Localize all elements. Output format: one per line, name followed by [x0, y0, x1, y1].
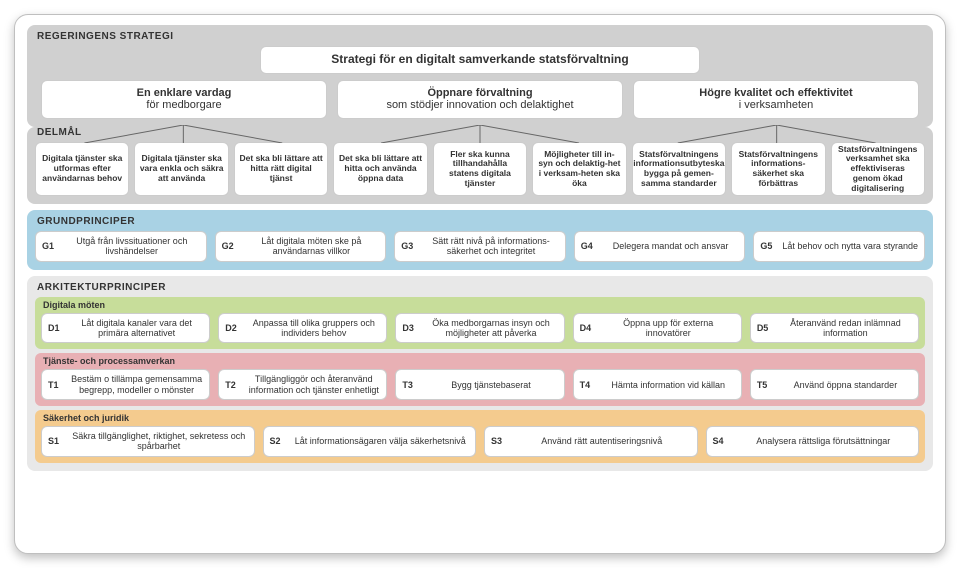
d-3: D4Öppna upp för externa innovatörer — [573, 313, 742, 344]
delmal-3: Det ska bli lättare att hitta och använd… — [333, 142, 427, 196]
t-3-text: Hämta information vid källan — [602, 380, 735, 390]
grund-3: G4Delegera mandat och ansvar — [574, 231, 746, 262]
section-grund: GRUNDPRINCIPER G1Utgå från livssituation… — [27, 210, 933, 270]
delmal-5: Möjligheter till in-syn och delaktig-het… — [532, 142, 626, 196]
delmal-row: Digitala tjänster ska utformas efter anv… — [35, 142, 925, 196]
grund-1-text: Låt digitala möten ske på användarnas vi… — [244, 236, 380, 257]
subsection-d: Digitala möten D1Låt digitala kanaler va… — [35, 297, 925, 350]
d-2-text: Öka medborgarnas insyn och möjligheter a… — [424, 318, 557, 339]
d-3-code: D4 — [580, 323, 602, 333]
d-0-code: D1 — [48, 323, 70, 333]
grund-0-text: Utgå från livssituationer och livshändel… — [64, 236, 200, 257]
t-row: T1Bestäm o tillämpa gemensamma begrepp, … — [41, 369, 919, 400]
grund-4: G5Låt behov och nytta vara styrande — [753, 231, 925, 262]
d-1: D2Anpassa till olika gruppers och indivi… — [218, 313, 387, 344]
t-2-text: Bygg tjänstebaserat — [424, 380, 557, 390]
s-3-text: Analysera rättsliga förutsättningar — [735, 436, 913, 446]
s-2-code: S3 — [491, 436, 513, 446]
d-2: D3Öka medborgarnas insyn och möjligheter… — [395, 313, 564, 344]
s-0-text: Säkra tillgänglighet, riktighet, sekrete… — [70, 431, 248, 452]
t-0: T1Bestäm o tillämpa gemensamma begrepp, … — [41, 369, 210, 400]
s-1-code: S2 — [270, 436, 292, 446]
pillar-2: Högre kvalitet och effektivitet i verksa… — [633, 80, 919, 119]
subsection-s: Säkerhet och juridik S1Säkra tillgänglig… — [35, 410, 925, 463]
d-2-code: D3 — [402, 323, 424, 333]
t-1-text: Tillgängliggör och återanvänd informatio… — [247, 374, 380, 395]
s-row: S1Säkra tillgänglighet, riktighet, sekre… — [41, 426, 919, 457]
grund-4-code: G5 — [760, 241, 782, 251]
t-2: T3Bygg tjänstebaserat — [395, 369, 564, 400]
s-3: S4Analysera rättsliga förutsättningar — [706, 426, 920, 457]
s-1: S2Låt informationsägaren välja säkerhets… — [263, 426, 477, 457]
d-3-text: Öppna upp för externa innovatörer — [602, 318, 735, 339]
section-strategi: REGERINGENS STRATEGI Strategi för en dig… — [27, 25, 933, 127]
strategi-title: Strategi för en digitalt samverkande sta… — [260, 46, 700, 74]
pillar-0-bold: En enklare vardag — [137, 87, 232, 100]
s-1-text: Låt informationsägaren välja säkerhetsni… — [292, 436, 470, 446]
t-1: T2Tillgängliggör och återanvänd informat… — [218, 369, 387, 400]
grund-row: G1Utgå från livssituationer och livshänd… — [35, 231, 925, 262]
pillar-0: En enklare vardag för medborgare — [41, 80, 327, 119]
sub-label-s: Säkerhet och juridik — [41, 413, 919, 423]
t-3: T4Hämta information vid källan — [573, 369, 742, 400]
grund-1-code: G2 — [222, 241, 244, 251]
s-3-code: S4 — [713, 436, 735, 446]
grund-2-code: G3 — [401, 241, 423, 251]
t-1-code: T2 — [225, 380, 247, 390]
t-4: T5Använd öppna standarder — [750, 369, 919, 400]
section-delmal: DELMÅL Digitala tjänster ska utformas ef… — [27, 127, 933, 204]
t-2-code: T3 — [402, 380, 424, 390]
diagram-container: REGERINGENS STRATEGI Strategi för en dig… — [14, 14, 946, 554]
delmal-4: Fler ska kunna tillhandahålla statens di… — [433, 142, 527, 196]
t-3-code: T4 — [580, 380, 602, 390]
grund-2: G3Sätt rätt nivå på informations-säkerhe… — [394, 231, 566, 262]
grund-0: G1Utgå från livssituationer och livshänd… — [35, 231, 207, 262]
tree-connectors — [35, 125, 925, 143]
s-0: S1Säkra tillgänglighet, riktighet, sekre… — [41, 426, 255, 457]
t-4-code: T5 — [757, 380, 779, 390]
pillar-1: Öppnare förvaltning som stödjer innovati… — [337, 80, 623, 119]
grund-3-code: G4 — [581, 241, 603, 251]
pillar-1-sub: som stödjer innovation och delaktighet — [386, 99, 573, 112]
section-arkitektur: ARKITEKTURPRINCIPER Digitala möten D1Låt… — [27, 276, 933, 471]
grund-0-code: G1 — [42, 241, 64, 251]
d-row: D1Låt digitala kanaler vara det primära … — [41, 313, 919, 344]
pillar-2-sub: i verksamheten — [739, 99, 814, 112]
subsection-t: Tjänste- och processamverkan T1Bestäm o … — [35, 353, 925, 406]
sub-label-d: Digitala möten — [41, 300, 919, 310]
section-label-arkitektur: ARKITEKTURPRINCIPER — [35, 282, 925, 293]
t-0-text: Bestäm o tillämpa gemensamma begrepp, mo… — [70, 374, 203, 395]
t-0-code: T1 — [48, 380, 70, 390]
section-label-strategi: REGERINGENS STRATEGI — [35, 31, 925, 42]
delmal-1: Digitala tjänster ska vara enkla och säk… — [134, 142, 228, 196]
d-4: D5Återanvänd redan inlämnad information — [750, 313, 919, 344]
s-2: S3Använd rätt autentiseringsnivå — [484, 426, 698, 457]
d-1-code: D2 — [225, 323, 247, 333]
delmal-2: Det ska bli lättare att hitta rätt digit… — [234, 142, 328, 196]
pillar-2-bold: Högre kvalitet och effektivitet — [699, 87, 852, 100]
d-4-text: Återanvänd redan inlämnad information — [779, 318, 912, 339]
s-2-text: Använd rätt autentiseringsnivå — [513, 436, 691, 446]
delmal-6: Statsförvaltningens informationsutbytesk… — [632, 142, 726, 196]
delmal-8: Statsförvaltningens verksamhet ska effek… — [831, 142, 925, 196]
grund-2-text: Sätt rätt nivå på informations-säkerhet … — [423, 236, 559, 257]
grund-3-text: Delegera mandat och ansvar — [603, 241, 739, 251]
d-4-code: D5 — [757, 323, 779, 333]
delmal-7: Statsförvaltningens informations-säkerhe… — [731, 142, 825, 196]
delmal-0: Digitala tjänster ska utformas efter anv… — [35, 142, 129, 196]
section-label-grund: GRUNDPRINCIPER — [35, 216, 925, 227]
t-4-text: Använd öppna standarder — [779, 380, 912, 390]
d-1-text: Anpassa till olika gruppers och individe… — [247, 318, 380, 339]
d-0: D1Låt digitala kanaler vara det primära … — [41, 313, 210, 344]
s-0-code: S1 — [48, 436, 70, 446]
pillar-1-bold: Öppnare förvaltning — [427, 87, 532, 100]
d-0-text: Låt digitala kanaler vara det primära al… — [70, 318, 203, 339]
pillar-0-sub: för medborgare — [146, 99, 221, 112]
grund-1: G2Låt digitala möten ske på användarnas … — [215, 231, 387, 262]
sub-label-t: Tjänste- och processamverkan — [41, 356, 919, 366]
grund-4-text: Låt behov och nytta vara styrande — [782, 241, 918, 251]
pillars-row: En enklare vardag för medborgare Öppnare… — [35, 80, 925, 119]
